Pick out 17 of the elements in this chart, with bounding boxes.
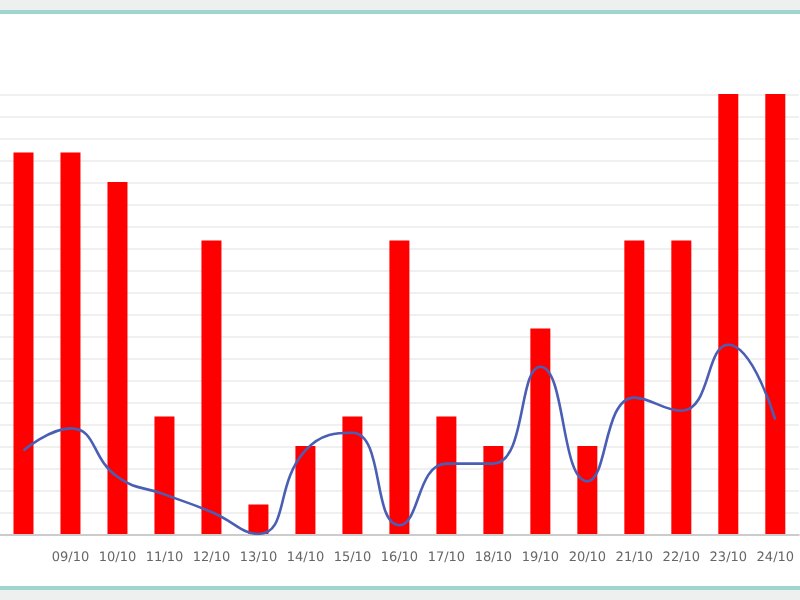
bar <box>671 240 692 534</box>
bar <box>201 240 222 534</box>
bar <box>154 416 175 534</box>
bar <box>107 182 128 534</box>
bar <box>248 504 269 534</box>
bar <box>436 416 457 534</box>
bar <box>483 446 504 534</box>
bar <box>60 152 81 534</box>
bar <box>765 94 786 534</box>
bar <box>718 94 739 534</box>
bar <box>577 446 598 534</box>
bar <box>389 240 410 534</box>
bar <box>342 416 363 534</box>
bar <box>13 152 34 534</box>
bar <box>624 240 645 534</box>
bar <box>530 328 551 534</box>
bar <box>295 446 316 534</box>
